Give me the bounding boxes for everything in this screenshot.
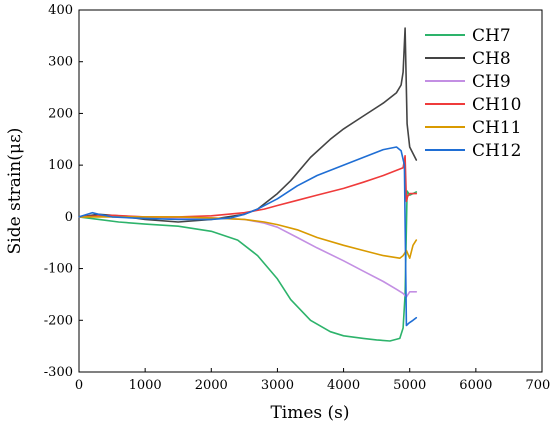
- series-line-ch7: [78, 190, 418, 342]
- x-tick-label: 1000: [129, 378, 162, 393]
- x-tick-label: 4000: [327, 378, 360, 393]
- series-line-ch12: [78, 146, 418, 327]
- legend-label-ch8: CH8: [472, 49, 511, 69]
- axis-ticks: 01000200030004000500060007000-300-200-10…: [44, 3, 550, 393]
- y-tick-label: 200: [48, 106, 73, 121]
- legend: CH7 CH8 CH9 CH10 CH11 CH12: [425, 26, 521, 161]
- legend-label-ch12: CH12: [472, 141, 521, 161]
- x-tick-label: 7000: [525, 378, 550, 393]
- legend-label-ch10: CH10: [472, 95, 521, 115]
- plot-area: [78, 9, 543, 373]
- series-line-ch11: [78, 216, 418, 260]
- y-tick-label: -300: [44, 365, 73, 380]
- x-tick-label: 2000: [195, 378, 228, 393]
- y-tick-label: 300: [48, 55, 73, 70]
- legend-label-ch9: CH9: [472, 72, 511, 92]
- x-axis-title: Times (s): [270, 403, 349, 423]
- y-tick-label: 400: [48, 3, 73, 18]
- y-tick-label: 100: [48, 158, 73, 173]
- y-axis-title: Side strain(με): [5, 128, 25, 255]
- x-tick-label: 5000: [393, 378, 426, 393]
- x-tick-label: 6000: [459, 378, 492, 393]
- series-line-ch8: [78, 27, 418, 223]
- y-tick-label: -200: [44, 313, 73, 328]
- x-tick-label: 3000: [261, 378, 294, 393]
- series-line-ch9: [78, 215, 418, 298]
- legend-label-ch7: CH7: [472, 26, 511, 46]
- y-tick-label: -100: [44, 262, 73, 277]
- y-tick-label: 0: [65, 210, 73, 225]
- x-tick-label: 0: [75, 378, 83, 393]
- series-layer: [78, 27, 418, 342]
- legend-label-ch11: CH11: [472, 118, 521, 138]
